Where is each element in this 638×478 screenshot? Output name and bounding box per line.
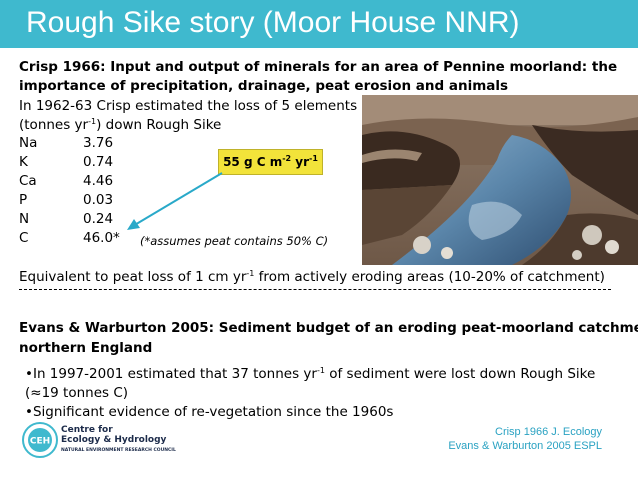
carbon-flux-callout: 55 g C m-2 yr-1 — [218, 149, 323, 175]
crisp-heading-line1: Crisp 1966: Input and output of minerals… — [19, 59, 618, 75]
evans-bullet-1: •In 1997-2001 estimated that 37 tonnes y… — [25, 366, 596, 382]
peat-loss-equivalent: Equivalent to peat loss of 1 cm yr-1 fro… — [19, 269, 605, 285]
logo-line1: Centre for — [61, 425, 113, 435]
evans-bullet-1-line2: (≈19 tonnes C) — [25, 385, 129, 401]
crisp-intro-line1: In 1962-63 Crisp estimated the loss of 5… — [19, 98, 358, 114]
section-divider — [19, 289, 611, 290]
element-symbol: P — [19, 192, 28, 208]
slide-title: Rough Sike story (Moor House NNR) — [26, 6, 520, 39]
element-value: 0.74 — [83, 154, 114, 170]
element-symbol: N — [19, 211, 30, 227]
evans-heading-line1: Evans & Warburton 2005: Sediment budget … — [19, 320, 638, 336]
ceh-logo: CEH Centre for Ecology & Hydrology NATUR… — [22, 422, 182, 458]
element-symbol: Ca — [19, 173, 37, 189]
evans-heading-line2: northern England — [19, 340, 153, 356]
crisp-heading-line2: importance of precipitation, drainage, p… — [19, 78, 509, 94]
references: Crisp 1966 J. Ecology Evans & Warburton … — [448, 425, 602, 453]
carbon-footnote: (*assumes peat contains 50% C) — [140, 234, 329, 248]
reference-crisp: Crisp 1966 J. Ecology — [495, 426, 602, 438]
element-symbol: C — [19, 230, 29, 246]
rough-sike-photo — [362, 95, 638, 265]
logo-line3: NATURAL ENVIRONMENT RESEARCH COUNCIL — [61, 448, 176, 453]
element-value: 46.0* — [83, 230, 120, 246]
element-value: 0.24 — [83, 211, 114, 227]
element-value: 4.46 — [83, 173, 114, 189]
title-bar: Rough Sike story (Moor House NNR) — [0, 0, 638, 48]
element-value: 3.76 — [83, 135, 114, 151]
logo-line2: Ecology & Hydrology — [61, 435, 167, 445]
element-symbol: Na — [19, 135, 38, 151]
element-symbol: K — [19, 154, 28, 170]
evans-bullet-2: •Significant evidence of re-vegetation s… — [25, 404, 394, 420]
crisp-intro-line2: (tonnes yr-1) down Rough Sike — [19, 117, 222, 133]
ceh-logo-mark: CEH — [22, 422, 58, 458]
ceh-logo-mark-text: CEH — [30, 437, 50, 447]
element-value: 0.03 — [83, 192, 114, 208]
reference-evans: Evans & Warburton 2005 ESPL — [448, 440, 602, 452]
